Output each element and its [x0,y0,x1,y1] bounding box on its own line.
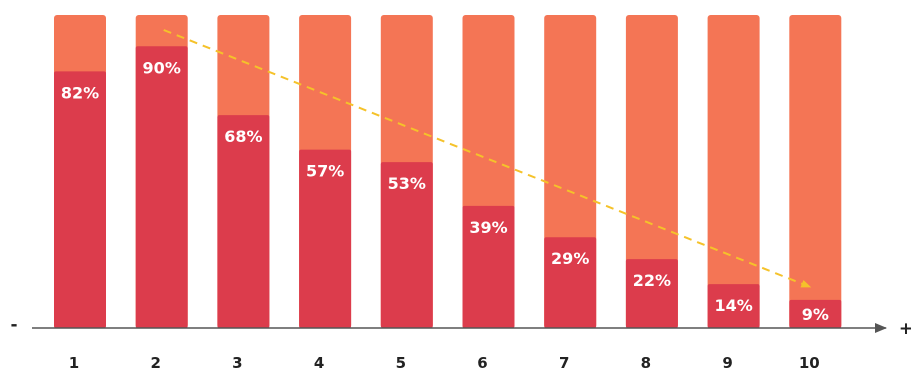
category-label-8: 8 [641,354,651,372]
axis-start-label: - [10,315,17,335]
data-label-8: 22% [633,271,671,290]
data-label-9: 14% [714,296,752,315]
axis-end-label: + [899,319,911,339]
bar-value-6 [462,205,515,328]
trend-arrow [163,29,812,288]
bar-value-7 [544,237,597,328]
category-label-3: 3 [232,354,242,372]
category-label-7: 7 [559,354,569,372]
category-label-2: 2 [150,354,160,372]
bar-value-3 [217,115,270,328]
category-label-9: 9 [722,354,732,372]
bar-value-5 [380,162,433,328]
data-label-4: 57% [306,162,344,181]
bar-remaining-8 [625,15,678,328]
bar-remaining-10 [789,15,842,328]
data-label-6: 39% [469,218,507,237]
category-label-5: 5 [396,354,406,372]
data-label-1: 82% [61,83,99,102]
bar-value-2 [135,46,188,329]
data-label-10: 9% [802,305,829,324]
bar-value-9 [707,284,760,328]
bar-value-10 [789,299,842,328]
data-label-7: 29% [551,249,589,268]
bars-layer [54,15,842,329]
labels-layer: 82% 1 90% 2 68% 3 57% 4 53% 5 39% 6 29% 7 22% 8 14% 9 9% 10 [61,58,829,372]
category-label-6: 6 [477,354,487,372]
category-label-10: 10 [799,354,820,372]
bar-value-4 [299,149,352,328]
data-label-3: 68% [224,127,262,146]
category-label-1: 1 [69,354,79,372]
bar-value-1 [54,71,106,328]
bar-remaining-9 [707,15,760,328]
category-label-4: 4 [314,354,324,372]
bar-value-8 [625,259,678,328]
data-label-5: 53% [388,174,426,193]
data-label-2: 90% [143,58,181,77]
